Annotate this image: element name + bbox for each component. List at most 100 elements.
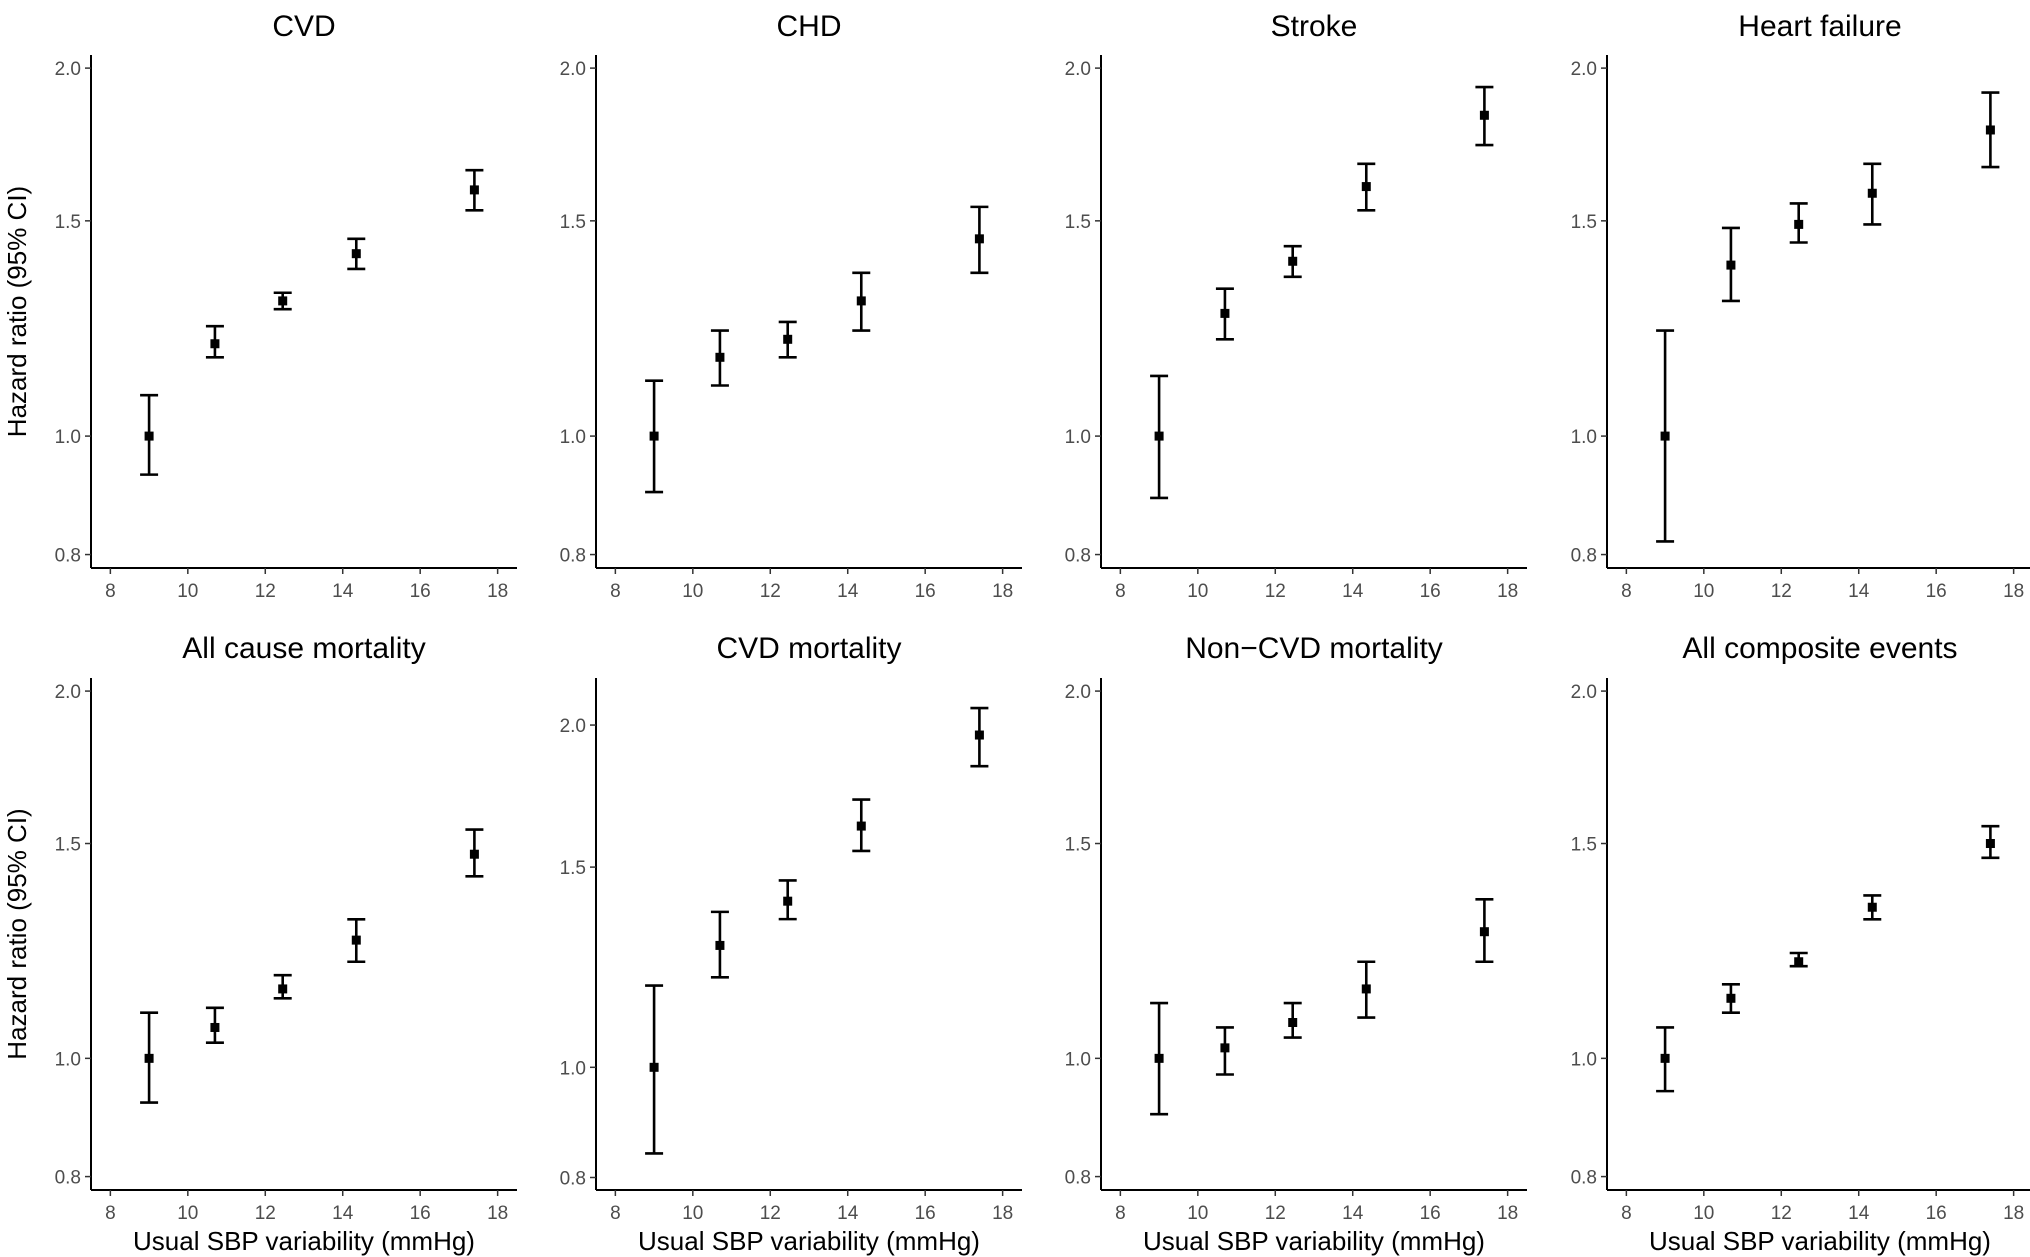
x-tick-label: 10 bbox=[177, 581, 198, 602]
panel-title: All composite events bbox=[1682, 632, 1957, 665]
y-tick-label: 1.0 bbox=[560, 1058, 586, 1079]
y-tick-label: 1.5 bbox=[1065, 835, 1091, 856]
x-tick-label: 8 bbox=[1115, 1203, 1126, 1224]
y-tick-label: 0.8 bbox=[1571, 546, 1597, 567]
data-point bbox=[649, 431, 659, 441]
y-tick-label: 1.5 bbox=[1571, 212, 1597, 233]
y-tick-label: 2.0 bbox=[55, 59, 81, 80]
y-tick-label: 1.5 bbox=[55, 835, 81, 856]
y-tick-label: 1.0 bbox=[1065, 427, 1091, 448]
y-axis-title: Hazard ratio (95% CI) bbox=[2, 808, 32, 1059]
x-tick-label: 12 bbox=[255, 1203, 276, 1224]
y-axis-title: Hazard ratio (95% CI) bbox=[2, 186, 32, 437]
y-tick-label: 0.8 bbox=[560, 1168, 586, 1189]
data-point bbox=[1154, 431, 1164, 441]
data-point bbox=[1726, 260, 1736, 270]
y-tick-label: 0.8 bbox=[1065, 1168, 1091, 1189]
y-tick-label: 1.0 bbox=[560, 427, 586, 448]
y-tick-label: 0.8 bbox=[55, 1168, 81, 1189]
x-tick-label: 12 bbox=[1265, 1203, 1286, 1224]
x-tick-label: 18 bbox=[1497, 1203, 1518, 1224]
panel-2: Stroke 0.8 1.0 1.5 2.0 8 10 12 14 16 18 bbox=[1065, 10, 1527, 602]
data-point bbox=[1361, 984, 1371, 994]
data-point bbox=[144, 1053, 154, 1063]
y-tick-label: 1.0 bbox=[1571, 427, 1597, 448]
y-tick-label: 1.5 bbox=[560, 858, 586, 879]
x-tick-label: 10 bbox=[682, 1203, 703, 1224]
y-tick-label: 0.8 bbox=[1065, 546, 1091, 567]
data-point bbox=[974, 730, 984, 740]
data-point bbox=[469, 185, 479, 195]
data-point bbox=[1220, 1043, 1230, 1053]
y-tick-label: 1.5 bbox=[560, 212, 586, 233]
data-point bbox=[1288, 1018, 1298, 1028]
data-point bbox=[1726, 993, 1736, 1003]
x-tick-label: 10 bbox=[1693, 581, 1714, 602]
x-tick-label: 8 bbox=[1115, 581, 1126, 602]
panel-title: Stroke bbox=[1271, 10, 1358, 43]
panel-0: CVD 0.8 1.0 1.5 2.0 8 10 12 14 16 18 Hazard ratio (… bbox=[2, 10, 517, 602]
y-tick-label: 1.0 bbox=[55, 1049, 81, 1070]
x-tick-label: 18 bbox=[1497, 581, 1518, 602]
panel-1: CHD 0.8 1.0 1.5 2.0 8 10 12 14 16 18 bbox=[560, 10, 1022, 602]
data-point bbox=[1361, 182, 1371, 192]
data-point bbox=[1220, 308, 1230, 318]
data-point bbox=[715, 940, 725, 950]
x-tick-label: 14 bbox=[1848, 581, 1870, 602]
x-tick-label: 18 bbox=[992, 581, 1013, 602]
x-tick-label: 14 bbox=[837, 581, 859, 602]
y-tick-label: 1.5 bbox=[55, 212, 81, 233]
x-tick-label: 10 bbox=[682, 581, 703, 602]
panel-6: Non−CVD mortality 0.8 1.0 1.5 2.0 8 10 12 14 16 18… bbox=[1065, 632, 1527, 1256]
y-tick-label: 2.0 bbox=[560, 59, 586, 80]
x-tick-label: 8 bbox=[1621, 581, 1632, 602]
x-tick-label: 8 bbox=[1621, 1203, 1632, 1224]
y-tick-label: 2.0 bbox=[1571, 59, 1597, 80]
x-tick-label: 18 bbox=[487, 581, 508, 602]
data-point bbox=[210, 339, 220, 349]
data-point bbox=[856, 821, 866, 831]
x-tick-label: 10 bbox=[1187, 581, 1208, 602]
x-tick-label: 8 bbox=[105, 581, 116, 602]
x-axis-title: Usual SBP variability (mmHg) bbox=[638, 1226, 980, 1256]
data-point bbox=[1154, 1053, 1164, 1063]
data-point bbox=[1479, 110, 1489, 120]
data-point bbox=[856, 296, 866, 306]
panel-title: Heart failure bbox=[1738, 10, 1901, 43]
data-point bbox=[351, 249, 361, 259]
x-tick-label: 18 bbox=[992, 1203, 1013, 1224]
x-tick-label: 16 bbox=[1926, 581, 1947, 602]
y-tick-label: 0.8 bbox=[560, 546, 586, 567]
data-point bbox=[974, 234, 984, 244]
data-point bbox=[1867, 188, 1877, 198]
x-tick-label: 8 bbox=[105, 1203, 116, 1224]
x-tick-label: 12 bbox=[1771, 1203, 1792, 1224]
data-point bbox=[1660, 1053, 1670, 1063]
x-tick-label: 16 bbox=[1926, 1203, 1947, 1224]
x-tick-label: 14 bbox=[1342, 581, 1364, 602]
data-point bbox=[278, 984, 288, 994]
data-point bbox=[1794, 219, 1804, 229]
x-tick-label: 16 bbox=[915, 1203, 936, 1224]
y-tick-label: 1.0 bbox=[1571, 1049, 1597, 1070]
x-tick-label: 12 bbox=[1265, 581, 1286, 602]
panel-5: CVD mortality 0.8 1.0 1.5 2.0 8 10 12 14 16 18 Usua… bbox=[560, 632, 1022, 1256]
y-tick-label: 0.8 bbox=[55, 546, 81, 567]
y-tick-label: 2.0 bbox=[55, 682, 81, 703]
y-tick-label: 2.0 bbox=[1065, 682, 1091, 703]
data-point bbox=[715, 352, 725, 362]
y-tick-label: 1.5 bbox=[1065, 212, 1091, 233]
data-point bbox=[649, 1062, 659, 1072]
data-point bbox=[783, 334, 793, 344]
panel-4: All cause mortality 0.8 1.0 1.5 2.0 8 10 12 14 16… bbox=[2, 632, 517, 1256]
data-point bbox=[1985, 839, 1995, 849]
data-point bbox=[469, 849, 479, 859]
x-tick-label: 18 bbox=[2003, 1203, 2024, 1224]
x-tick-label: 14 bbox=[332, 1203, 354, 1224]
x-tick-label: 10 bbox=[1693, 1203, 1714, 1224]
data-point bbox=[1985, 125, 1995, 135]
y-tick-label: 2.0 bbox=[1065, 59, 1091, 80]
panel-3: Heart failure 0.8 1.0 1.5 2.0 8 10 12 14 16 18 bbox=[1571, 10, 2030, 602]
data-point bbox=[1479, 927, 1489, 937]
